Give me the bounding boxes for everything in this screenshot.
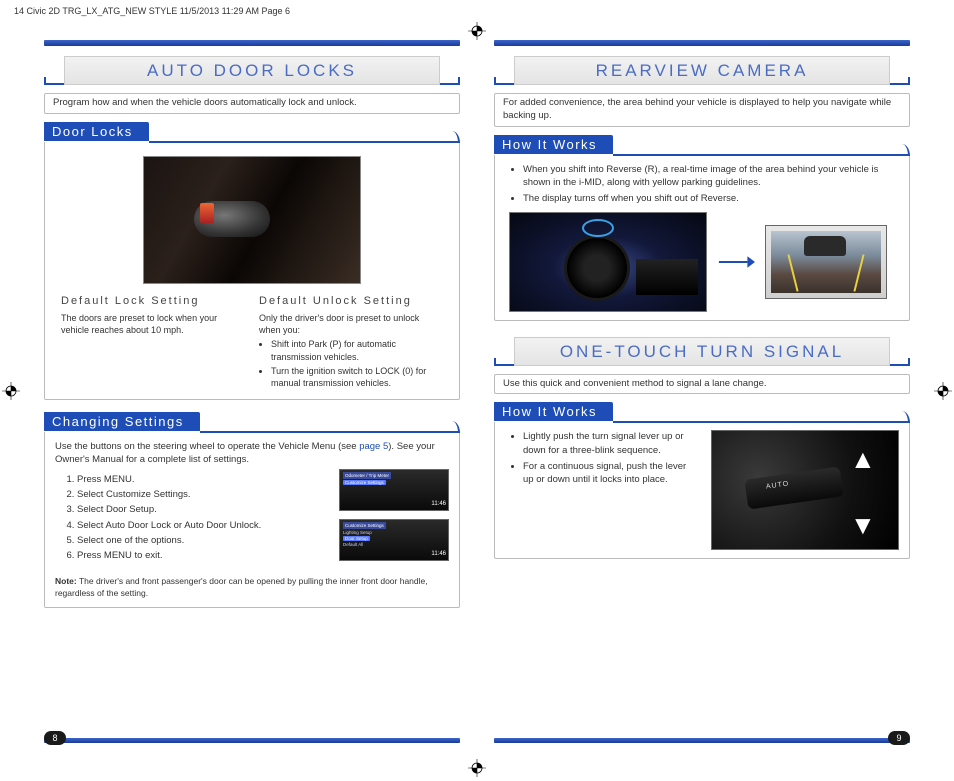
- top-accent-bar: [44, 40, 460, 46]
- step-item: Select Customize Settings.: [77, 488, 327, 501]
- step-item: Press MENU.: [77, 473, 327, 486]
- sub-header-how-it-works: How It Works: [494, 135, 613, 154]
- bottom-accent-bar: [44, 738, 460, 743]
- screen-text: Default All: [343, 542, 363, 547]
- turn-signal-image: AUTO ▲ ▼: [711, 430, 899, 550]
- default-unlock-text: Only the driver's door is preset to unlo…: [259, 312, 443, 389]
- sub-header-line: [613, 411, 910, 423]
- default-lock-heading: Default Lock Setting: [61, 294, 245, 309]
- screen-time: 11:46: [431, 501, 446, 509]
- sub-header-how-it-works-2: How It Works: [494, 402, 613, 421]
- screen-highlight: Customize Settings: [343, 480, 386, 485]
- unlock-bullet: Shift into Park (P) for automatic transm…: [271, 338, 443, 362]
- screen-time: 11:46: [431, 551, 446, 559]
- unlock-bullet: Turn the ignition switch to LOCK (0) for…: [271, 365, 443, 389]
- page-right: REARVIEW CAMERA For added convenience, t…: [494, 40, 910, 743]
- arrow-down-icon: ▼: [850, 507, 876, 543]
- arrow-icon: [717, 250, 755, 274]
- page-number-right: 9: [888, 731, 910, 745]
- sub-header-line: [149, 131, 460, 143]
- arrow-up-icon: ▲: [850, 441, 876, 477]
- settings-intro: Use the buttons on the steering wheel to…: [55, 440, 449, 467]
- default-unlock-heading: Default Unlock Setting: [259, 294, 443, 309]
- sub-header-line: [613, 144, 910, 156]
- page-link: page 5: [359, 441, 388, 452]
- top-accent-bar: [494, 40, 910, 46]
- settings-steps: Press MENU. Select Customize Settings. S…: [55, 473, 327, 563]
- note-text: Note: The driver's and front passenger's…: [55, 576, 449, 599]
- registration-mark-left: [2, 382, 20, 400]
- title-tab: [440, 56, 460, 85]
- menu-screen-image-1: Odometer / Trip Meter Customize Settings…: [339, 469, 449, 511]
- settings-intro-text: Use the buttons on the steering wheel to…: [55, 441, 359, 452]
- section-title-rearview-camera: REARVIEW CAMERA: [514, 56, 890, 85]
- changing-settings-content: Use the buttons on the steering wheel to…: [44, 432, 460, 608]
- default-unlock-intro: Only the driver's door is preset to unlo…: [259, 313, 419, 335]
- door-handle-image: [143, 156, 361, 284]
- camera-view-image: [765, 225, 887, 299]
- rearview-content: When you shift into Reverse (R), a real-…: [494, 155, 910, 321]
- dashboard-image: [509, 212, 707, 312]
- turn-signal-content: Lightly push the turn signal lever up or…: [494, 422, 910, 559]
- screen-highlight: Door Setup: [343, 536, 370, 541]
- menu-screen-image-2: Customize Settings Lighting Setup Door S…: [339, 519, 449, 561]
- title-tab: [494, 56, 514, 85]
- door-locks-content: Default Lock Setting The doors are prese…: [44, 142, 460, 400]
- rearview-bullet: When you shift into Reverse (R), a real-…: [523, 163, 899, 190]
- turn-bullet: Lightly push the turn signal lever up or…: [523, 430, 697, 457]
- bottom-accent-bar: [494, 738, 910, 743]
- screen-text: Customize Settings: [343, 522, 386, 530]
- step-item: Select one of the options.: [77, 534, 327, 547]
- step-item: Select Door Setup.: [77, 503, 327, 516]
- step-item: Select Auto Door Lock or Auto Door Unloc…: [77, 519, 327, 532]
- step-item: Press MENU to exit.: [77, 549, 327, 562]
- print-slug: 14 Civic 2D TRG_LX_ATG_NEW STYLE 11/5/20…: [14, 6, 290, 16]
- default-lock-text: The doors are preset to lock when your v…: [61, 312, 245, 336]
- registration-mark-top: [468, 22, 486, 40]
- registration-mark-right: [934, 382, 952, 400]
- title-tab: [44, 56, 64, 85]
- sub-header-line: [200, 421, 460, 433]
- note-body: The driver's and front passenger's door …: [55, 576, 428, 597]
- title-tab: [494, 337, 514, 366]
- intro-box: Program how and when the vehicle doors a…: [44, 93, 460, 114]
- title-tab: [890, 56, 910, 85]
- turn-bullet: For a continuous signal, push the lever …: [523, 460, 697, 487]
- rearview-bullet: The display turns off when you shift out…: [523, 192, 899, 205]
- intro-box: For added convenience, the area behind y…: [494, 93, 910, 127]
- note-label: Note:: [55, 576, 77, 586]
- title-tab: [890, 337, 910, 366]
- section-title-turn-signal: ONE-TOUCH TURN SIGNAL: [514, 337, 890, 366]
- screen-text: Lighting Setup: [343, 530, 372, 535]
- section-title-auto-door-locks: AUTO DOOR LOCKS: [64, 56, 440, 85]
- sub-header-changing-settings: Changing Settings: [44, 412, 200, 431]
- registration-mark-bottom: [468, 759, 486, 777]
- sub-header-door-locks: Door Locks: [44, 122, 149, 141]
- page-number-left: 8: [44, 731, 66, 745]
- page-left: AUTO DOOR LOCKS Program how and when the…: [44, 40, 460, 743]
- intro-box: Use this quick and convenient method to …: [494, 374, 910, 395]
- screen-text: Odometer / Trip Meter: [343, 472, 391, 480]
